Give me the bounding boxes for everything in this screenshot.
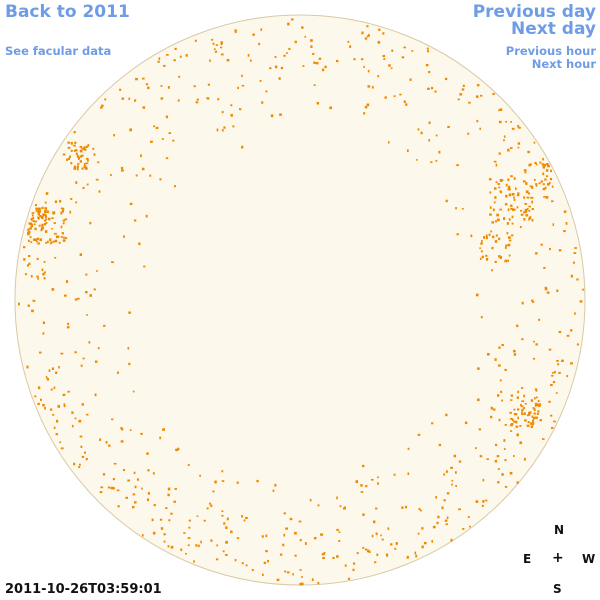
next-day-link[interactable]: Next day xyxy=(511,19,596,39)
compass-center-cross: + xyxy=(552,550,564,566)
next-hour-link[interactable]: Next hour xyxy=(531,57,596,71)
compass-east-label: E xyxy=(523,552,532,566)
observation-timestamp: 2011-10-26T03:59:01 xyxy=(5,582,162,597)
compass-north-label: N xyxy=(554,523,565,537)
facular-points xyxy=(18,18,585,586)
compass-south-label: S xyxy=(553,582,562,596)
previous-day-link[interactable]: Previous day xyxy=(472,2,596,22)
back-to-year-link[interactable]: Back to 2011 xyxy=(5,2,130,22)
previous-hour-link[interactable]: Previous hour xyxy=(505,44,596,58)
solar-disk xyxy=(14,14,586,586)
see-facular-data-link[interactable]: See facular data xyxy=(5,44,112,58)
compass-west-label: W xyxy=(582,552,596,566)
